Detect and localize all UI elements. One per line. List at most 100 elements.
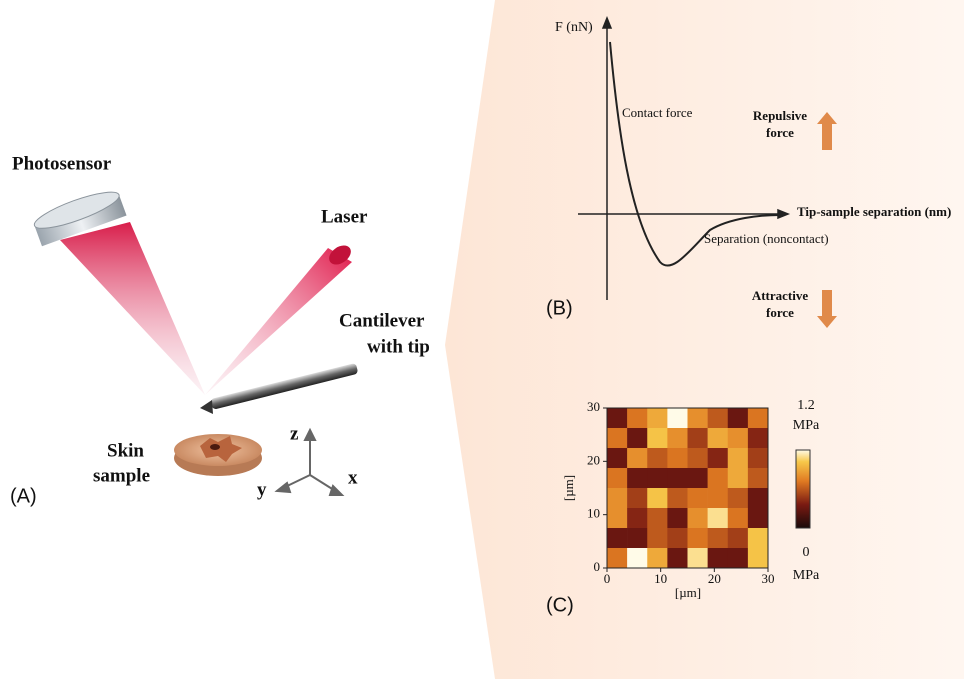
colorbar-min: 0 [803, 545, 810, 560]
heatmap-cell [647, 528, 667, 548]
heatmap-cell [728, 548, 748, 568]
heatmap-cell [667, 528, 687, 548]
heatmap-cell [728, 448, 748, 468]
heatmap-cell [627, 488, 647, 508]
annotation: Separation (noncontact) [704, 231, 829, 246]
panel-label: (B) [546, 297, 573, 319]
heatmap-cell [647, 448, 667, 468]
panel-label: (C) [546, 594, 574, 616]
heatmap-cell [607, 508, 627, 528]
heatmap-cell [647, 468, 667, 488]
heatmap-cell [647, 548, 667, 568]
heatmap-cell [748, 508, 768, 528]
heatmap-cell [708, 508, 728, 528]
heatmap-cell [708, 488, 728, 508]
heatmap-cell [688, 548, 708, 568]
heatmap-cell [627, 548, 647, 568]
panel-label: (A) [10, 485, 37, 507]
heatmap-cell [708, 548, 728, 568]
colorbar-unit: MPa [793, 418, 820, 433]
heatmap-cell [627, 408, 647, 428]
heatmap-cell [728, 468, 748, 488]
x-tick-label: 10 [654, 571, 667, 586]
annotation: Attractive [752, 288, 809, 303]
axis-label: Tip-sample separation (nm) [797, 204, 951, 219]
heatmap-cell [688, 468, 708, 488]
heatmap-cell [607, 528, 627, 548]
heatmap-cell [688, 488, 708, 508]
label: Photosensor [12, 153, 112, 174]
heatmap-cell [667, 548, 687, 568]
heatmap-cell [627, 528, 647, 548]
heatmap-cell [708, 428, 728, 448]
nucleus [210, 444, 220, 450]
heatmap-cell [667, 408, 687, 428]
colorbar [796, 450, 810, 528]
y-axis-label: [µm] [561, 475, 576, 501]
y-tick-label: 30 [587, 399, 600, 414]
annotation: Contact force [622, 105, 693, 120]
heatmap-cell [708, 528, 728, 548]
heatmap-cell [647, 408, 667, 428]
axis-label: z [290, 423, 299, 444]
heatmap-cell [728, 408, 748, 428]
heatmap-cell [607, 468, 627, 488]
tip [200, 400, 213, 414]
heatmap-cell [647, 488, 667, 508]
y-tick-label: 10 [587, 506, 600, 521]
x-tick-label: 20 [708, 571, 721, 586]
heatmap-cell [667, 428, 687, 448]
heatmap-cell [647, 428, 667, 448]
heatmap-cell [688, 428, 708, 448]
heatmap-cell [688, 528, 708, 548]
heatmap-cell [708, 448, 728, 468]
heatmap-cell [667, 508, 687, 528]
heatmap-cell [748, 428, 768, 448]
heatmap-cell [708, 468, 728, 488]
axis-label: x [348, 467, 358, 488]
heatmap-cell [667, 488, 687, 508]
heatmap-cell [748, 528, 768, 548]
heatmap-cell [748, 448, 768, 468]
heatmap-cell [728, 428, 748, 448]
label: Laser [321, 206, 368, 227]
annotation: force [766, 125, 794, 140]
heatmap-cell [627, 508, 647, 528]
figure: Photosensor Laser Cantilever with tip Sk… [0, 0, 964, 679]
heatmap-cell [728, 508, 748, 528]
heatmap-cell [688, 408, 708, 428]
heatmap-cell [748, 408, 768, 428]
axis-label: y [257, 479, 267, 500]
heatmap-cell [627, 428, 647, 448]
label: Skin [107, 440, 144, 461]
heatmap-cell [708, 408, 728, 428]
x-axis-label: [µm] [675, 585, 701, 600]
x-tick-label: 30 [762, 571, 775, 586]
heatmap-cell [748, 488, 768, 508]
y-tick-label: 0 [594, 559, 601, 574]
x-tick-label: 0 [604, 571, 611, 586]
colorbar-max: 1.2 [797, 398, 815, 413]
label: with tip [367, 336, 430, 357]
heatmap-cell [627, 468, 647, 488]
annotation: force [766, 305, 794, 320]
label: Cantilever [339, 310, 425, 331]
heatmap [607, 408, 768, 568]
heatmap-cell [688, 508, 708, 528]
heatmap-cell [607, 408, 627, 428]
heatmap-cell [607, 448, 627, 468]
colorbar-unit: MPa [793, 568, 820, 583]
heatmap-cell [728, 488, 748, 508]
heatmap-cell [728, 528, 748, 548]
heatmap-cell [627, 448, 647, 468]
annotation: Repulsive [753, 108, 807, 123]
heatmap-cell [667, 448, 687, 468]
heatmap-cell [688, 448, 708, 468]
y-tick-label: 20 [587, 452, 600, 467]
heatmap-cell [607, 548, 627, 568]
heatmap-cell [607, 488, 627, 508]
axes-icon [277, 430, 342, 495]
heatmap-cell [667, 468, 687, 488]
heatmap-cell [647, 508, 667, 528]
axis-label: F (nN) [555, 20, 593, 35]
